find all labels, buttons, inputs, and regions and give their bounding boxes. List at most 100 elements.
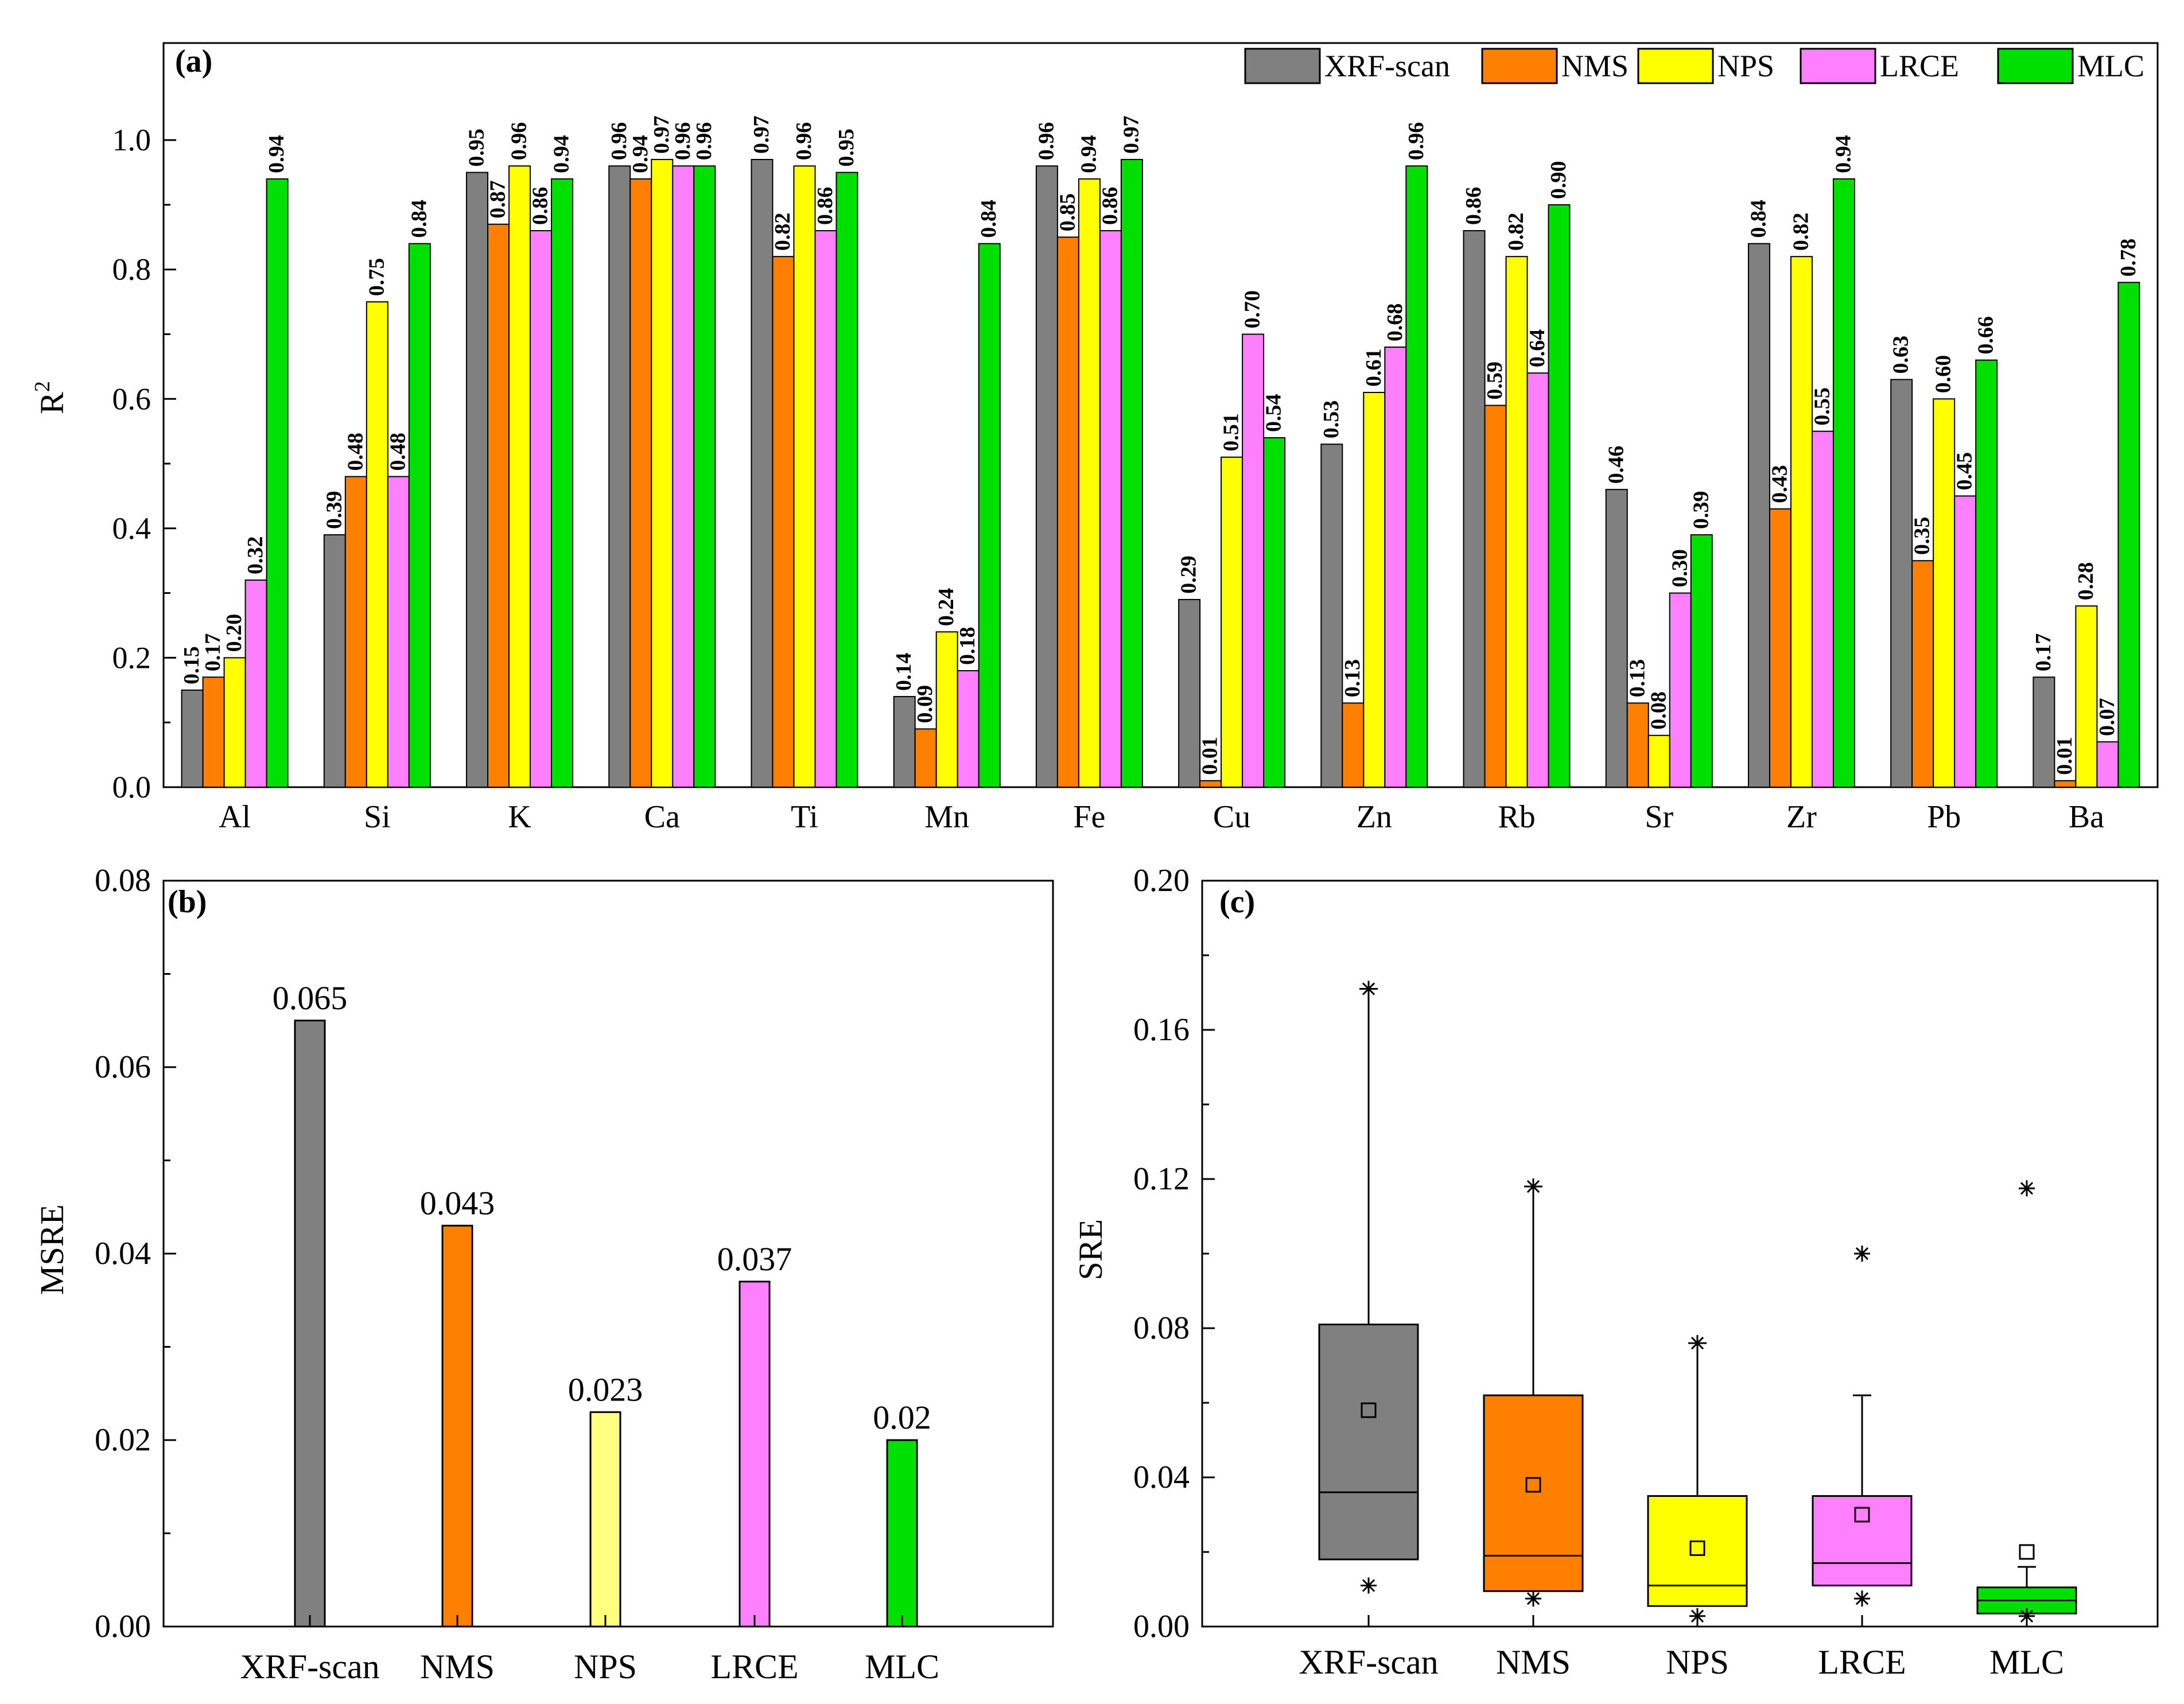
mean-marker (2019, 1544, 2035, 1560)
bar-XRF-scan-Rb (1463, 230, 1486, 788)
y-tick-label: 0.2 (112, 640, 151, 675)
x-tick-label: Fe (1073, 799, 1105, 835)
data-label: 0.48 (343, 433, 367, 471)
bar-MLC-K (551, 178, 574, 788)
y-tick-label: 0.12 (1133, 1161, 1190, 1197)
bar-LRCE-Zn (1384, 347, 1407, 788)
min-marker (1361, 1577, 1377, 1594)
data-label: 0.68 (1383, 304, 1407, 342)
data-label: 0.97 (1119, 116, 1143, 154)
bar-LRCE-Ti (814, 230, 837, 788)
legend-label: LRCE (1880, 49, 1959, 83)
box-iqr (1812, 1495, 1913, 1586)
min-marker-d2 (1855, 1592, 1869, 1605)
bar-MLC-Si (408, 243, 431, 788)
bar-NPS-Al (223, 657, 246, 788)
data-label: 0.01 (1198, 737, 1222, 775)
data-label: 0.90 (1546, 161, 1571, 199)
data-label: 0.15 (180, 646, 204, 684)
bar-XRF-scan-Si (323, 534, 346, 788)
mean-marker (1525, 1477, 1541, 1493)
data-label: 0.94 (1831, 135, 1855, 173)
min-marker-d2 (1362, 1579, 1375, 1592)
data-label: 0.96 (1034, 122, 1058, 161)
bar-LRCE-Si (387, 476, 410, 788)
data-label: 0.75 (364, 258, 388, 297)
data-label: 0.35 (1910, 517, 1934, 555)
data-label: 0.02 (873, 1399, 931, 1436)
box-NPS (1647, 1342, 1748, 1607)
bar-NPS-Cu (1221, 456, 1243, 788)
bar-MLC-Cu (1263, 437, 1286, 788)
legend-label: MLC (2077, 49, 2144, 83)
panel-c-y-axis-label: SRE (1072, 1219, 1109, 1280)
data-label: 0.86 (813, 187, 837, 225)
x-tick-label: MLC (1989, 1643, 2064, 1681)
box-NMS (1483, 1185, 1584, 1592)
bar-XRF-scan-Pb (1890, 379, 1913, 788)
data-label: 0.96 (607, 122, 631, 161)
x-tick-label: XRF-scan (1299, 1643, 1438, 1681)
max-marker-d2 (1526, 1180, 1540, 1193)
x-tick-label: Sr (1645, 799, 1673, 835)
data-label: 0.82 (1789, 213, 1813, 251)
x-tick-label: LRCE (710, 1648, 798, 1686)
bar-LRCE-Sr (1669, 592, 1692, 788)
bar-XRF-scan-Ca (608, 165, 631, 788)
y-tick-label: 1.0 (112, 123, 151, 157)
bar-NMS-Fe (1056, 236, 1079, 788)
bar-NMS-Mn (914, 728, 937, 788)
data-label: 0.08 (1646, 691, 1670, 730)
bar-MLC-Ba (2117, 282, 2140, 788)
y-tick-label: 0.16 (1133, 1012, 1190, 1048)
x-tick-label: Ca (644, 799, 680, 835)
bar-NMS-Cu (1199, 780, 1222, 788)
y-tick-label: 0.4 (112, 511, 151, 546)
bar-LRCE (739, 1281, 771, 1628)
legend-swatch-MLC (1997, 48, 2074, 84)
data-label: 0.13 (1340, 659, 1365, 698)
data-label: 0.13 (1625, 659, 1649, 698)
data-label: 0.43 (1767, 465, 1791, 504)
data-label: 0.95 (834, 129, 858, 167)
panel-a-title: (a) (175, 44, 212, 79)
bar-NPS (589, 1411, 621, 1628)
bar-MLC-Pb (1975, 359, 1998, 788)
bar-XRF-scan-Ti (751, 159, 774, 788)
y-tick-label: 0.00 (95, 1609, 151, 1644)
data-label: 0.53 (1319, 400, 1343, 439)
data-label: 0.30 (1668, 549, 1692, 588)
data-label: 0.48 (386, 433, 410, 471)
bar-NPS-Ti (793, 165, 816, 788)
data-label: 0.20 (222, 614, 246, 652)
bar-LRCE-Pb (1954, 495, 1977, 788)
max-marker (1361, 981, 1377, 997)
data-label: 0.86 (528, 187, 553, 225)
bar-XRF-scan-Zr (1747, 243, 1770, 788)
y-tick-label: 0.20 (1133, 863, 1190, 898)
data-label: 0.01 (2053, 737, 2077, 775)
box-iqr (1483, 1394, 1584, 1592)
data-label: 0.94 (628, 135, 652, 173)
bar-MLC-Zr (1832, 178, 1855, 788)
x-tick-label: Mn (924, 799, 969, 835)
box-MLC (1976, 1544, 2077, 1614)
bar-NMS-Al (202, 676, 225, 788)
data-label: 0.86 (1098, 187, 1122, 225)
bar-NMS-Sr (1626, 702, 1649, 788)
data-label: 0.96 (507, 122, 531, 161)
legend-swatch-XRF-scan (1244, 48, 1321, 84)
data-label: 0.78 (2116, 239, 2140, 277)
bar-LRCE-Fe (1099, 230, 1122, 788)
bar-MLC (886, 1439, 918, 1628)
bar-XRF-scan-K (466, 172, 489, 788)
data-label: 0.51 (1219, 413, 1243, 452)
data-label: 0.24 (934, 588, 958, 627)
mean-marker (1689, 1540, 1705, 1556)
panel-a-frame (162, 42, 2159, 788)
bar-NPS-Mn (935, 631, 958, 788)
data-label: 0.66 (1974, 316, 1998, 355)
bar-MLC-Al (266, 178, 289, 788)
x-tick-label: Pb (1927, 799, 1961, 835)
bar-NPS-Pb (1933, 398, 1956, 788)
